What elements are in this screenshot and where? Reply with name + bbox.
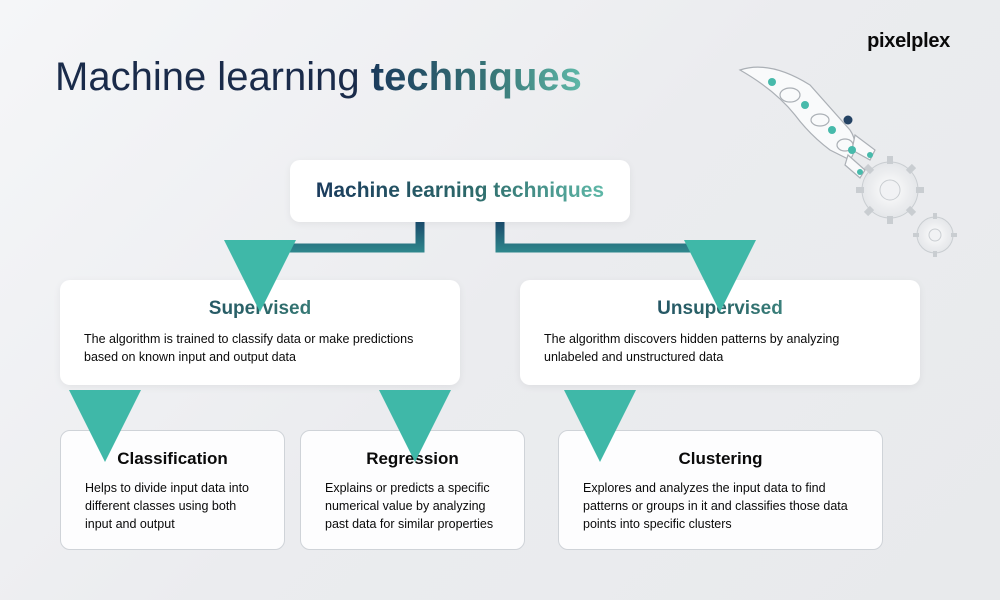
node-clustering: Clustering Explores and analyzes the inp… <box>558 430 883 550</box>
node-classification-title: Classification <box>85 449 260 469</box>
title-light: Machine learning <box>55 55 371 99</box>
node-root-title: Machine learning techniques <box>316 179 604 203</box>
node-regression-title: Regression <box>325 449 500 469</box>
node-clustering-desc: Explores and analyzes the input data to … <box>583 479 858 533</box>
page-title: Machine learning techniques <box>55 55 582 100</box>
node-classification: Classification Helps to divide input dat… <box>60 430 285 550</box>
node-supervised: Supervised The algorithm is trained to c… <box>60 280 460 385</box>
node-classification-desc: Helps to divide input data into differen… <box>85 479 260 533</box>
node-unsupervised-title: Unsupervised <box>544 298 896 320</box>
node-supervised-title: Supervised <box>84 298 436 320</box>
node-unsupervised-desc: The algorithm discovers hidden patterns … <box>544 330 896 366</box>
title-bold: techniques <box>371 55 582 99</box>
node-unsupervised: Unsupervised The algorithm discovers hid… <box>520 280 920 385</box>
node-root: Machine learning techniques <box>290 160 630 222</box>
robot-hand-icon <box>720 60 980 280</box>
node-regression-desc: Explains or predicts a specific numerica… <box>325 479 500 533</box>
node-clustering-title: Clustering <box>583 449 858 469</box>
brand-logo: pixelplex <box>867 30 950 53</box>
node-regression: Regression Explains or predicts a specif… <box>300 430 525 550</box>
node-supervised-desc: The algorithm is trained to classify dat… <box>84 330 436 366</box>
